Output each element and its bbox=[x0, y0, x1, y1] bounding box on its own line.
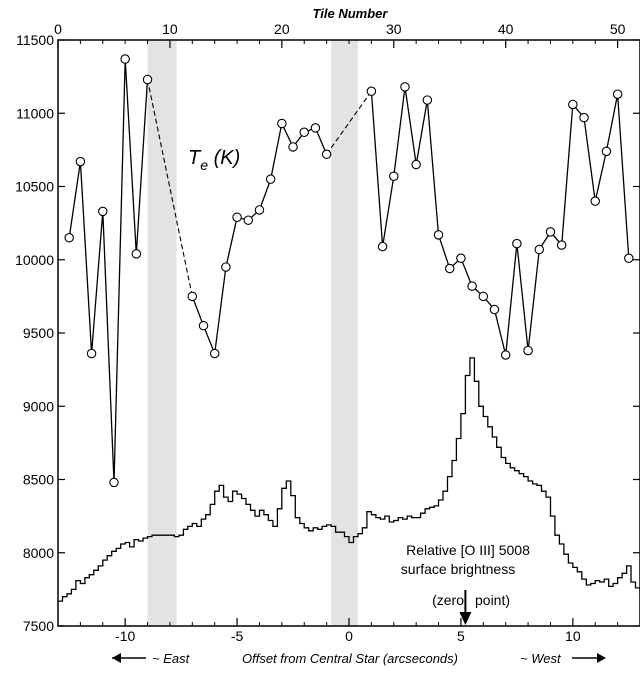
top-tick-label: 50 bbox=[610, 21, 626, 37]
zero-point-arrow bbox=[459, 590, 472, 625]
te-series-label: Te (K) bbox=[188, 147, 240, 173]
shaded-band-0 bbox=[147, 40, 177, 626]
te-point-tile-1 bbox=[64, 233, 74, 243]
te-point-tile-41 bbox=[512, 238, 522, 249]
te-point-tile-47 bbox=[579, 112, 589, 123]
te-point-tile-32 bbox=[411, 159, 421, 170]
te-point-tile-23 bbox=[310, 123, 321, 133]
te-point-tile-4 bbox=[98, 206, 108, 217]
te-point-tile-5 bbox=[109, 477, 119, 488]
x-tick-label: -5 bbox=[231, 628, 244, 644]
te-point-tile-20 bbox=[277, 118, 287, 129]
te-point-tile-33 bbox=[422, 95, 433, 105]
te-line-segment-2 bbox=[370, 86, 630, 356]
y-tick-label: 11500 bbox=[16, 32, 54, 48]
y-tick-label: 10000 bbox=[15, 252, 54, 268]
zero-point-label-left: (zero bbox=[432, 592, 464, 608]
te-point-tile-16 bbox=[232, 212, 242, 223]
x-tick-label: -10 bbox=[115, 628, 135, 644]
te-point-tile-21 bbox=[288, 142, 298, 152]
west-label: ~ West bbox=[520, 651, 562, 666]
zero-arrow-head bbox=[459, 612, 472, 625]
top-axis-label: Tile Number bbox=[313, 6, 389, 21]
te-point-tile-43 bbox=[534, 244, 545, 255]
top-tick-label: 20 bbox=[274, 21, 290, 37]
te-gap-connector-0 bbox=[146, 79, 193, 297]
y-tick-label: 9000 bbox=[23, 398, 54, 414]
top-tick-label: 40 bbox=[498, 21, 514, 37]
te-point-tile-30 bbox=[389, 171, 399, 181]
te-point-tile-22 bbox=[299, 127, 309, 138]
te-point-tile-38 bbox=[478, 291, 489, 302]
te-label-unit: (K) bbox=[208, 147, 240, 169]
te-line-segment-0 bbox=[68, 58, 149, 483]
te-point-tile-51 bbox=[624, 253, 634, 264]
te-point-tile-8 bbox=[142, 74, 153, 85]
x-tick-label: 0 bbox=[345, 628, 353, 644]
shaded-bands bbox=[147, 40, 358, 626]
west-indicator: ~ West bbox=[520, 651, 606, 666]
top-tick-label: 0 bbox=[54, 21, 62, 37]
y-tick-label: 7500 bbox=[23, 618, 54, 634]
te-point-tile-18 bbox=[254, 205, 265, 215]
y-tick-label: 8500 bbox=[23, 472, 54, 488]
te-label-main: T bbox=[188, 147, 202, 169]
west-arrow-head bbox=[597, 653, 606, 663]
te-label-sub: e bbox=[200, 157, 208, 173]
x-tick-label: 10 bbox=[565, 628, 581, 644]
oiii-label-line2: surface brightness bbox=[401, 561, 515, 577]
te-point-tile-14 bbox=[209, 348, 220, 359]
y-tick-label: 8000 bbox=[23, 545, 54, 561]
te-point-tile-13 bbox=[198, 320, 209, 331]
y-tick-label: 11000 bbox=[16, 105, 54, 121]
te-point-tile-2 bbox=[75, 156, 86, 167]
y-tick-label: 9500 bbox=[23, 325, 54, 341]
te-point-tile-46 bbox=[568, 99, 578, 110]
te-point-tile-6 bbox=[120, 54, 130, 64]
te-point-tile-40 bbox=[500, 350, 511, 360]
te-point-tile-31 bbox=[400, 82, 410, 92]
east-arrow-head bbox=[112, 653, 121, 663]
te-point-tile-37 bbox=[467, 281, 477, 291]
axes-layer: 7500800085009000950010000105001100011500… bbox=[15, 21, 640, 644]
te-point-tile-28 bbox=[366, 86, 377, 97]
top-tick-label: 30 bbox=[386, 21, 402, 37]
te-point-tile-24 bbox=[321, 149, 332, 160]
te-point-tile-34 bbox=[433, 230, 444, 240]
te-point-tile-49 bbox=[601, 146, 612, 157]
oiii-label-line1: Relative [O III] 5008 bbox=[406, 542, 530, 558]
te-point-tile-17 bbox=[243, 215, 254, 225]
te-point-tile-35 bbox=[444, 263, 455, 274]
bottom-axis-label: Offset from Central Star (arcseconds) bbox=[242, 651, 458, 666]
te-point-tile-15 bbox=[221, 262, 231, 272]
te-point-tile-3 bbox=[86, 348, 97, 359]
y-tick-label: 10500 bbox=[15, 179, 54, 195]
east-indicator: ~ East bbox=[112, 651, 191, 666]
te-point-tile-29 bbox=[377, 241, 388, 252]
te-point-tile-42 bbox=[523, 345, 533, 356]
te-point-tile-12 bbox=[187, 291, 198, 302]
te-point-tile-44 bbox=[545, 227, 556, 237]
top-tick-label: 10 bbox=[162, 21, 178, 37]
te-gap-connector-1 bbox=[326, 90, 372, 155]
zero-point-label-right: point) bbox=[475, 592, 510, 608]
east-label: ~ East bbox=[152, 651, 191, 666]
te-point-tile-48 bbox=[590, 196, 600, 206]
te-point-tile-50 bbox=[612, 89, 623, 99]
te-point-tile-7 bbox=[131, 249, 142, 259]
te-point-tile-45 bbox=[556, 240, 567, 250]
te-point-tile-36 bbox=[456, 253, 466, 264]
te-point-tile-39 bbox=[489, 304, 500, 315]
te-point-tile-19 bbox=[265, 174, 276, 184]
x-tick-label: 5 bbox=[457, 628, 465, 644]
series-layer bbox=[58, 54, 640, 602]
oiii-brightness-line bbox=[58, 357, 640, 602]
